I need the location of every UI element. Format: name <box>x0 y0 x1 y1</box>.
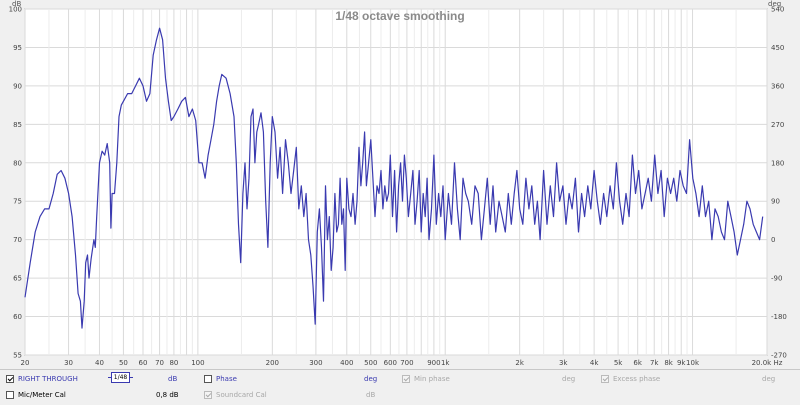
x-tick-label: 40 <box>95 359 104 366</box>
y-tick-label: 75 <box>13 198 22 206</box>
x-tick-label: 9k <box>677 359 686 366</box>
x-tick-label: 200 <box>266 359 279 366</box>
x-tick-label: 60 <box>139 359 148 366</box>
trace-name-label: RIGHT THROUGH <box>18 375 78 383</box>
phase-checkbox[interactable] <box>204 375 212 383</box>
excess-phase-checkbox[interactable] <box>601 375 609 383</box>
y-axis-unit-label: dB <box>12 0 21 8</box>
phase-label: Phase <box>216 375 237 383</box>
y2-tick-label: 270 <box>771 121 784 129</box>
y2-tick-label: 180 <box>771 159 784 167</box>
min-phase-label: Min phase <box>414 375 450 383</box>
y-tick-label: 60 <box>13 313 22 321</box>
trace-layer <box>24 27 764 329</box>
excess-phase-label: Excess phase <box>613 375 661 383</box>
smoothing-line-left <box>108 377 111 378</box>
phase-unit-label: deg <box>364 375 378 383</box>
x-tick-label: 20.0k Hz <box>752 359 783 366</box>
y-tick-label: 90 <box>13 82 22 90</box>
x-tick-label: 400 <box>340 359 353 366</box>
x-tick-label: 2k <box>515 359 524 366</box>
y2-tick-label: 450 <box>771 44 784 52</box>
x-tick-label: 70 <box>155 359 164 366</box>
trace-visible-checkbox[interactable] <box>6 375 14 383</box>
series-line-right-through <box>24 27 764 329</box>
y-tick-label: 80 <box>13 159 22 167</box>
soundcard-cal-unit-label: dB <box>366 391 376 399</box>
x-tick-label: 600 <box>384 359 397 366</box>
chart-title: 1/48 octave smoothing <box>335 9 464 23</box>
mic-cal-checkbox[interactable] <box>6 391 14 399</box>
min-phase-unit-label: deg <box>562 375 576 383</box>
x-tick-label: 5k <box>614 359 623 366</box>
x-tick-label: 1k <box>441 359 450 366</box>
x-tick-label: 300 <box>309 359 322 366</box>
y2-tick-label: 540 <box>771 6 784 14</box>
x-tick-label: 100 <box>191 359 204 366</box>
x-tick-label: 7k <box>650 359 659 366</box>
x-tick-label: 20 <box>21 359 30 366</box>
y2-tick-label: -90 <box>771 275 782 283</box>
excess-phase-unit-label: deg <box>762 375 776 383</box>
x-tick-label: 8k <box>664 359 673 366</box>
soundcard-cal-label: Soundcard Cal <box>216 391 267 399</box>
x-tick-label: 80 <box>169 359 178 366</box>
min-phase-checkbox[interactable] <box>402 375 410 383</box>
smoothing-field[interactable]: 1/48 <box>111 372 130 383</box>
trace-unit-label: dB <box>168 375 178 383</box>
y2-tick-label: -180 <box>771 313 787 321</box>
grid-lines <box>24 8 768 356</box>
x-tick-label: 700 <box>400 359 413 366</box>
y2-axis-unit-label: deg <box>768 0 781 8</box>
x-tick-label: 50 <box>119 359 128 366</box>
x-tick-label: 3k <box>559 359 568 366</box>
mic-cal-value: 0,8 dB <box>156 391 179 399</box>
y-tick-label: 85 <box>13 121 22 129</box>
x-tick-label: 4k <box>590 359 599 366</box>
x-tick-label: 30 <box>64 359 73 366</box>
trace-controls-panel: RIGHT THROUGH 1/48 dB Phase deg Min phas… <box>0 369 800 405</box>
y2-tick-label: 0 <box>771 236 775 244</box>
smoothing-line-right <box>130 377 133 378</box>
x-tick-label: 500 <box>364 359 377 366</box>
y-tick-label: 95 <box>13 44 22 52</box>
y-tick-label: 55 <box>13 352 22 360</box>
y-tick-label: 65 <box>13 275 22 283</box>
y2-tick-label: 360 <box>771 82 784 90</box>
y2-tick-label: -270 <box>771 352 787 360</box>
mic-cal-label: Mic/Meter Cal <box>18 391 66 399</box>
x-tick-label: 10k <box>686 359 700 366</box>
y2-tick-label: 90 <box>771 198 780 206</box>
y-tick-label: 70 <box>13 236 22 244</box>
y-tick-label: 100 <box>9 6 22 14</box>
plot-area[interactable] <box>24 8 768 356</box>
x-tick-label: 900 <box>427 359 440 366</box>
soundcard-cal-checkbox[interactable] <box>204 391 212 399</box>
x-tick-label: 6k <box>633 359 642 366</box>
